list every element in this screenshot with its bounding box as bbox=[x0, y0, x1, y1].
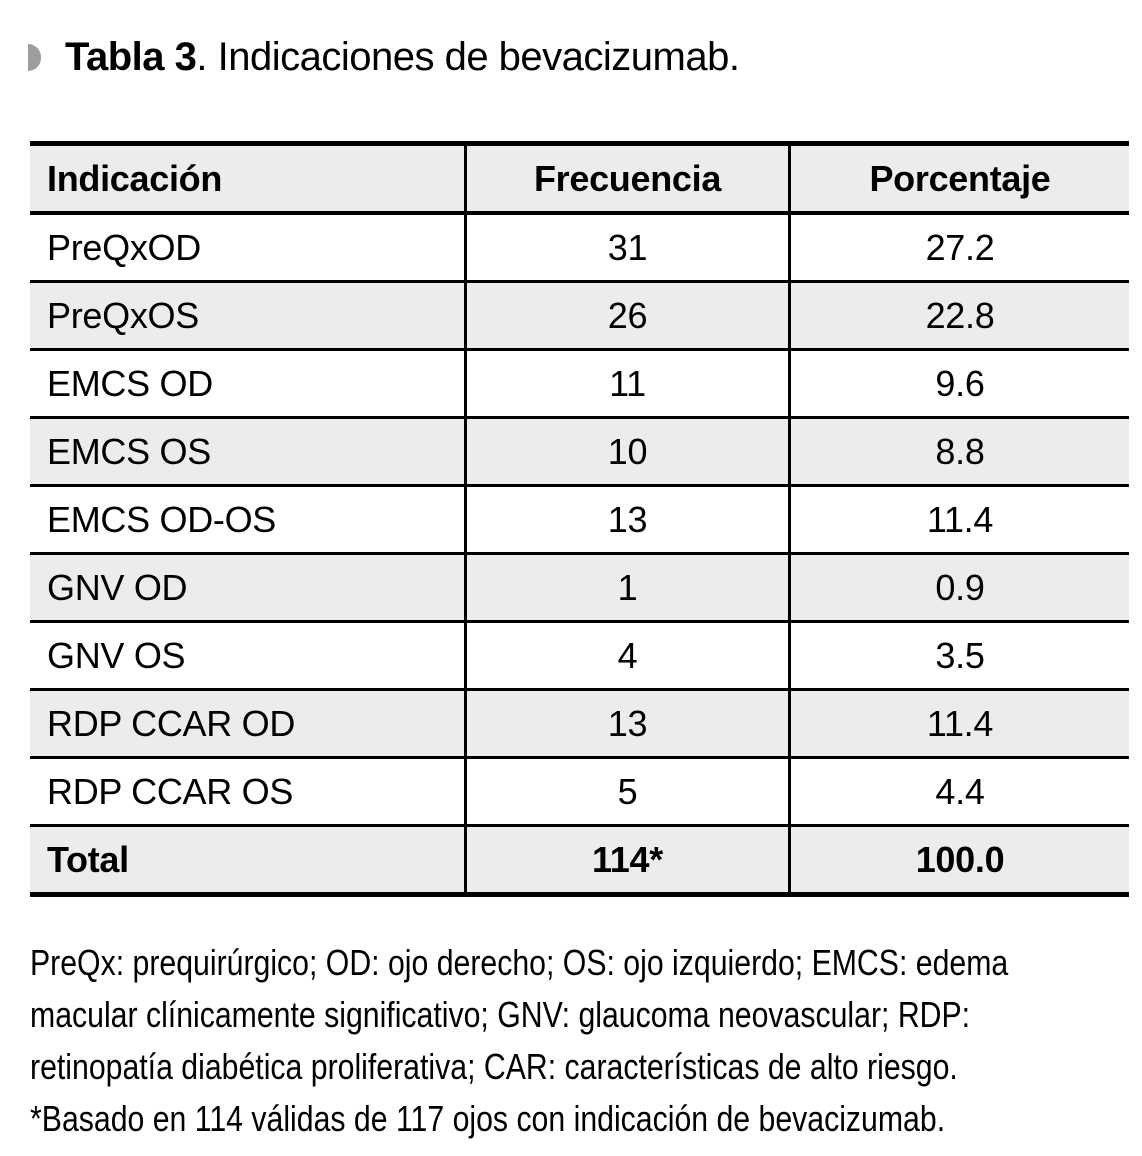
col-header-indicacion: Indicación bbox=[30, 143, 466, 215]
cell-frecuencia: 11 bbox=[464, 349, 790, 419]
cell-frecuencia: 13 bbox=[464, 485, 790, 555]
cell-total-label: Total bbox=[30, 825, 466, 895]
table-row: EMCS OS 10 8.8 bbox=[30, 417, 1129, 487]
footnote-line: PreQx: prequirúrgico; OD: ojo derecho; O… bbox=[30, 942, 1009, 983]
cell-porcentaje: 22.8 bbox=[788, 281, 1129, 351]
cell-indicacion: EMCS OD bbox=[30, 349, 466, 419]
cell-porcentaje: 9.6 bbox=[788, 349, 1129, 419]
table-row: EMCS OD-OS 13 11.4 bbox=[30, 485, 1129, 555]
table-caption: Tabla 3. Indicaciones de bevacizumab. bbox=[0, 0, 1142, 81]
col-header-porcentaje: Porcentaje bbox=[788, 143, 1129, 215]
cell-frecuencia: 31 bbox=[464, 213, 790, 283]
cell-indicacion: PreQxOD bbox=[30, 213, 466, 283]
table-row: GNV OD 1 0.9 bbox=[30, 553, 1129, 623]
cell-porcentaje: 27.2 bbox=[788, 213, 1129, 283]
cell-total-porcentaje: 100.0 bbox=[788, 825, 1129, 895]
col-header-frecuencia: Frecuencia bbox=[464, 143, 790, 215]
table-footnote: PreQx: prequirúrgico; OD: ojo derecho; O… bbox=[30, 937, 1009, 1145]
cell-indicacion: RDP CCAR OS bbox=[30, 757, 466, 827]
cell-indicacion: EMCS OS bbox=[30, 417, 466, 487]
cell-frecuencia: 5 bbox=[464, 757, 790, 827]
cell-frecuencia: 4 bbox=[464, 621, 790, 691]
header-row: Indicación Frecuencia Porcentaje bbox=[30, 143, 1129, 215]
cell-indicacion: EMCS OD-OS bbox=[30, 485, 466, 555]
cell-indicacion: PreQxOS bbox=[30, 281, 466, 351]
cell-indicacion: GNV OD bbox=[30, 553, 466, 623]
indications-table: Indicación Frecuencia Porcentaje PreQxOD… bbox=[30, 141, 1129, 897]
cell-frecuencia: 10 bbox=[464, 417, 790, 487]
footnote-line: retinopatía diabética proliferativa; CAR… bbox=[30, 1046, 958, 1087]
cell-frecuencia: 13 bbox=[464, 689, 790, 759]
table-row: PreQxOS 26 22.8 bbox=[30, 281, 1129, 351]
cell-porcentaje: 3.5 bbox=[788, 621, 1129, 691]
table-row: GNV OS 4 3.5 bbox=[30, 621, 1129, 691]
table-row: PreQxOD 31 27.2 bbox=[30, 213, 1129, 283]
caption-bullet-icon bbox=[28, 44, 41, 71]
caption-title: . Indicaciones de bevacizumab. bbox=[196, 35, 740, 79]
table-row: RDP CCAR OD 13 11.4 bbox=[30, 689, 1129, 759]
cell-indicacion: GNV OS bbox=[30, 621, 466, 691]
cell-porcentaje: 11.4 bbox=[788, 485, 1129, 555]
cell-indicacion: RDP CCAR OD bbox=[30, 689, 466, 759]
caption-label: Tabla 3 bbox=[65, 35, 197, 79]
cell-porcentaje: 8.8 bbox=[788, 417, 1129, 487]
footnote-line: *Basado en 114 válidas de 117 ojos con i… bbox=[30, 1098, 946, 1139]
cell-porcentaje: 0.9 bbox=[788, 553, 1129, 623]
footnote-line: macular clínicamente significativo; GNV:… bbox=[30, 994, 971, 1035]
cell-frecuencia: 1 bbox=[464, 553, 790, 623]
table-row: RDP CCAR OS 5 4.4 bbox=[30, 757, 1129, 827]
cell-porcentaje: 11.4 bbox=[788, 689, 1129, 759]
table-total-row: Total 114* 100.0 bbox=[30, 825, 1129, 895]
cell-frecuencia: 26 bbox=[464, 281, 790, 351]
caption-text: Tabla 3. Indicaciones de bevacizumab. bbox=[65, 34, 740, 81]
table-row: EMCS OD 11 9.6 bbox=[30, 349, 1129, 419]
cell-total-frecuencia: 114* bbox=[464, 825, 790, 895]
cell-porcentaje: 4.4 bbox=[788, 757, 1129, 827]
